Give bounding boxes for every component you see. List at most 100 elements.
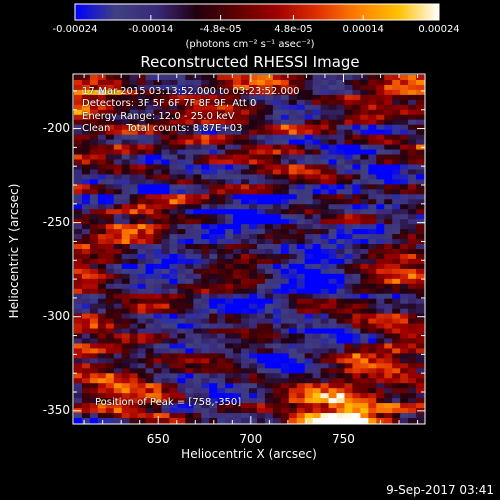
heatmap-cell: [352, 333, 361, 340]
heatmap-cell: [145, 318, 155, 325]
heatmap-cell: [392, 224, 401, 230]
heatmap-cell: [153, 104, 163, 111]
heatmap-cell: [89, 338, 99, 345]
heatmap-cell: [161, 94, 171, 101]
heatmap-cell: [169, 114, 178, 121]
heatmap-cell: [113, 249, 123, 255]
heatmap-cell: [201, 418, 210, 424]
heatmap-cell: [225, 388, 234, 394]
heatmap-cell: [113, 353, 123, 359]
heatmap-cell: [193, 94, 202, 101]
heatmap-cell: [408, 94, 417, 101]
heatmap-cell: [193, 388, 202, 394]
heatmap-cell: [89, 343, 99, 350]
heatmap-cell: [392, 139, 401, 146]
heatmap-cell: [89, 348, 99, 354]
heatmap-cell: [328, 104, 338, 111]
heatmap-cell: [169, 84, 178, 91]
heatmap-cell: [296, 373, 306, 379]
plot-frame: [72, 73, 426, 425]
heatmap-cell: [249, 79, 258, 86]
heatmap-cell: [145, 104, 155, 111]
heatmap-cell: [368, 79, 377, 86]
heatmap-cell: [304, 343, 314, 350]
heatmap-cell: [320, 234, 330, 240]
heatmap-cell: [312, 189, 322, 195]
heatmap-cell: [400, 408, 409, 414]
heatmap-cell: [336, 333, 346, 340]
heatmap-cell: [233, 383, 242, 389]
heatmap-cell: [169, 174, 178, 180]
heatmap-cell: [280, 229, 290, 235]
heatmap-cell: [161, 79, 171, 86]
heatmap-cell: [304, 184, 314, 190]
heatmap-cell: [264, 224, 274, 230]
heatmap-cell: [312, 328, 322, 335]
heatmap-cell: [81, 164, 91, 171]
heatmap-cell: [328, 408, 338, 414]
heatmap-cell: [280, 194, 290, 200]
heatmap-cell: [177, 323, 186, 330]
heatmap-cell: [336, 174, 346, 180]
heatmap-cell: [312, 318, 322, 325]
heatmap-cell: [336, 293, 346, 300]
heatmap-cell: [328, 169, 338, 176]
heatmap-cell: [113, 273, 123, 280]
heatmap-cell: [256, 353, 266, 359]
heatmap-cell: [193, 368, 202, 374]
heatmap-cell: [233, 219, 242, 225]
heatmap-cell: [97, 194, 107, 200]
heatmap-cell: [304, 358, 314, 364]
heatmap-cell: [74, 114, 83, 121]
heatmap-cell: [352, 224, 361, 230]
heatmap-cell: [256, 194, 266, 200]
heatmap-cell: [193, 308, 202, 315]
heatmap-cell: [328, 114, 338, 121]
heatmap-cell: [328, 239, 338, 245]
heatmap-cell: [153, 139, 163, 146]
heatmap-cell: [81, 398, 91, 404]
heatmap-cell: [288, 204, 298, 210]
heatmap-cell: [145, 249, 155, 255]
heatmap-cell: [376, 84, 385, 91]
heatmap-cell: [384, 373, 393, 379]
heatmap-cell: [161, 139, 171, 146]
heatmap-cell: [280, 328, 290, 335]
heatmap-cell: [233, 408, 242, 414]
heatmap-cell: [272, 164, 282, 171]
heatmap-cell: [352, 89, 361, 96]
heatmap-cell: [312, 258, 322, 265]
heatmap-cell: [113, 199, 123, 205]
heatmap-cell: [288, 318, 298, 325]
heatmap-cell: [312, 209, 322, 215]
heatmap-cell: [392, 343, 401, 350]
heatmap-cell: [249, 308, 258, 315]
heatmap-cell: [408, 169, 417, 176]
heatmap-cell: [153, 348, 163, 354]
heatmap-cell: [328, 214, 338, 220]
heatmap-cell: [360, 408, 369, 414]
heatmap-cell: [344, 408, 353, 414]
heatmap-cell: [384, 244, 393, 250]
heatmap-cell: [408, 139, 417, 146]
heatmap-cell: [233, 214, 242, 220]
heatmap-cell: [256, 313, 266, 320]
heatmap-cell: [177, 154, 186, 161]
heatmap-cell: [249, 373, 258, 379]
heatmap-cell: [400, 224, 409, 230]
heatmap-cell: [129, 323, 139, 330]
heatmap-cell: [105, 159, 115, 166]
heatmap-cell: [304, 79, 314, 86]
heatmap-cell: [368, 268, 377, 275]
heatmap-cell: [264, 84, 274, 91]
heatmap-cell: [209, 343, 218, 350]
heatmap-cell: [256, 144, 266, 151]
heatmap-cell: [360, 268, 369, 275]
heatmap-cell: [209, 84, 218, 91]
heatmap-cell: [225, 109, 234, 116]
colorbar-tick-label: -0.00014: [128, 24, 174, 35]
heatmap-cell: [233, 99, 242, 106]
heatmap-cell: [256, 368, 266, 374]
heatmap-cell: [89, 174, 99, 180]
heatmap-cell: [360, 149, 369, 156]
